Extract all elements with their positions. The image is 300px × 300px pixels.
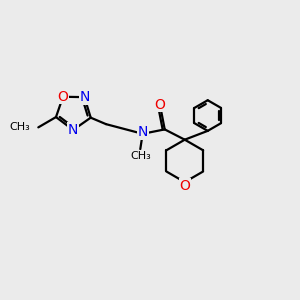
Text: N: N	[137, 125, 148, 139]
Text: CH₃: CH₃	[130, 151, 151, 160]
Text: O: O	[154, 98, 165, 112]
Text: O: O	[58, 90, 68, 104]
Text: N: N	[79, 90, 90, 104]
Text: O: O	[179, 178, 190, 193]
Text: CH₃: CH₃	[9, 122, 30, 132]
Text: N: N	[68, 123, 78, 137]
